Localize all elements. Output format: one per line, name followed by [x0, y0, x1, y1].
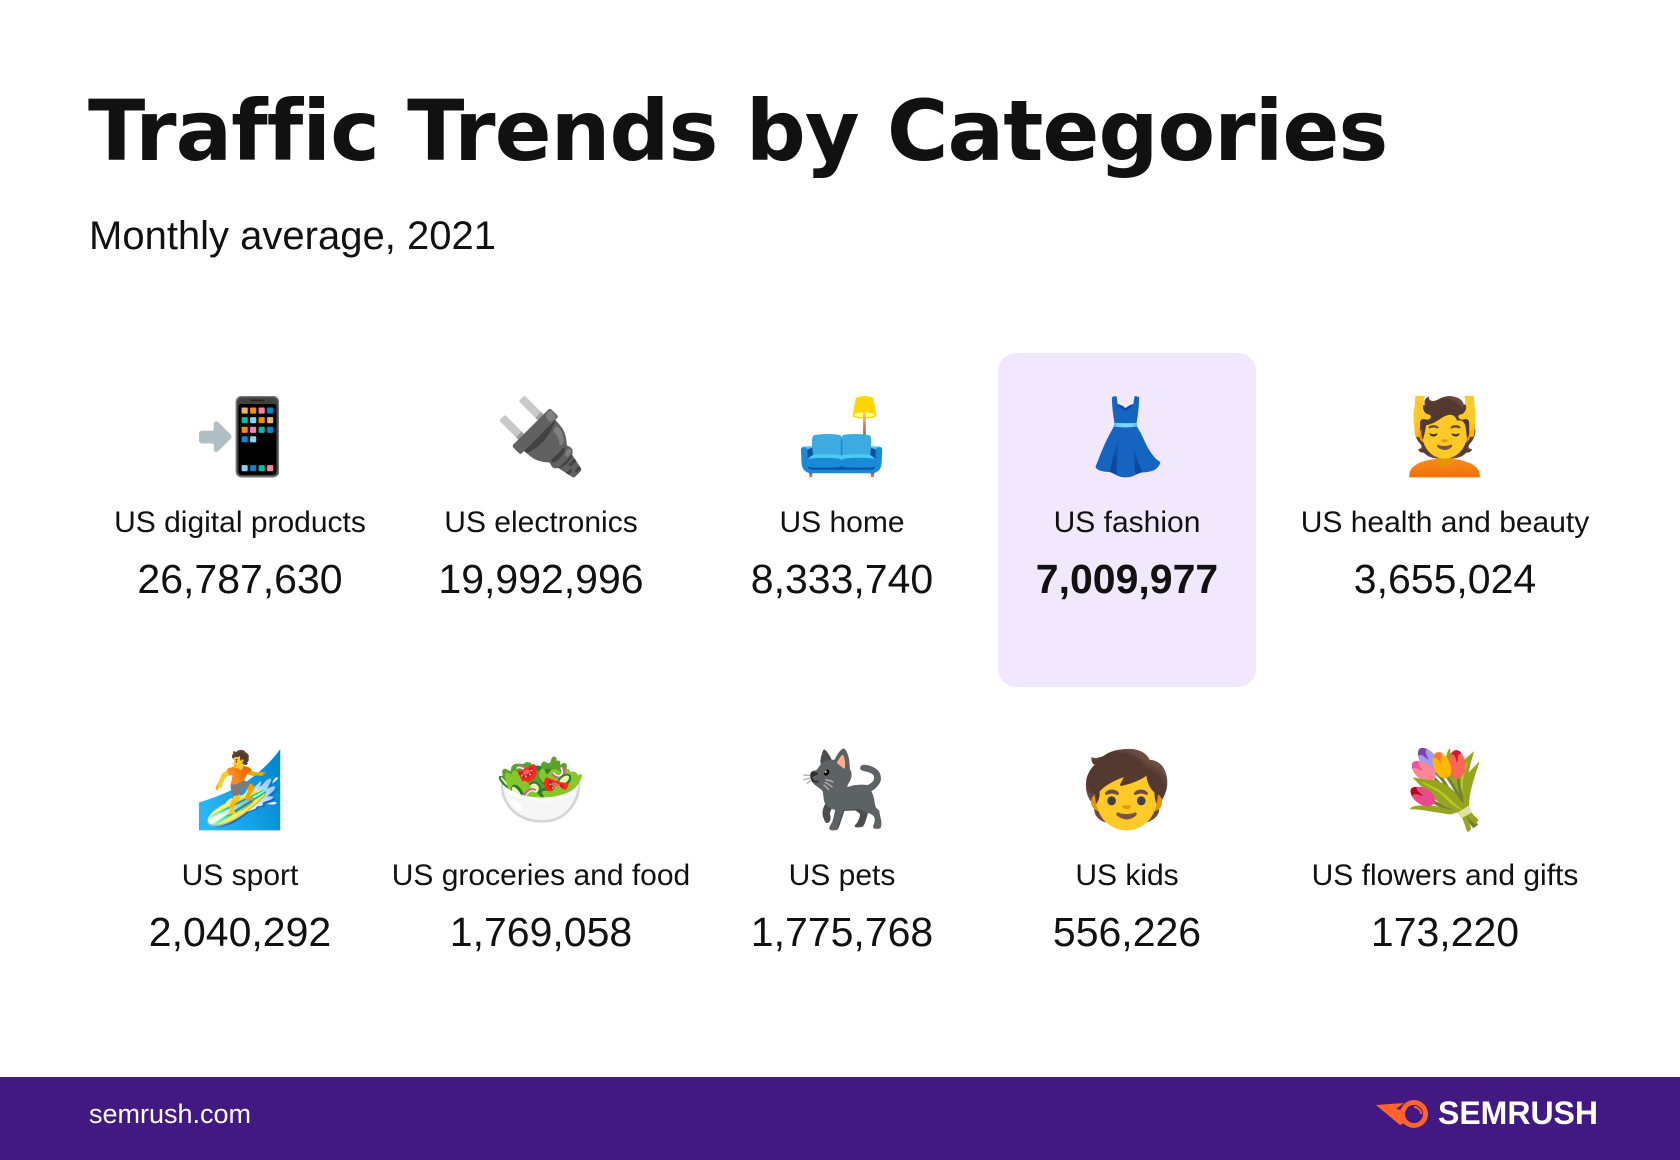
category-value: 7,009,977 [1035, 556, 1219, 602]
highlight-card [998, 353, 1256, 687]
category-value: 1,775,768 [750, 909, 934, 955]
couch-and-lamp-icon: 🛋️ [795, 394, 889, 480]
category-us-digital-products: 📲 US digital products 26,787,630 [80, 392, 400, 603]
black-cat-icon: 🐈‍⬛ [795, 747, 889, 833]
category-value: 8,333,740 [750, 556, 934, 602]
category-us-sport: 🏄 US sport 2,040,292 [80, 745, 400, 956]
category-label: US home [779, 506, 905, 539]
category-value: 1,769,058 [449, 909, 633, 955]
category-us-electronics: 🔌 US electronics 19,992,996 [381, 392, 701, 603]
category-label: US kids [1075, 859, 1179, 892]
category-us-health-and-beauty: 💆 US health and beauty 3,655,024 [1285, 392, 1605, 603]
brand-name: SEMRUSH [1437, 1095, 1598, 1131]
category-value: 26,787,630 [137, 556, 343, 602]
site-url: semrush.com [89, 1099, 252, 1129]
category-us-groceries-and-food: 🥗 US groceries and food 1,769,058 [381, 745, 701, 956]
category-label: US digital products [114, 506, 366, 539]
bouquet-icon: 💐 [1398, 747, 1492, 833]
category-us-home: 🛋️ US home 8,333,740 [682, 392, 1002, 603]
category-us-fashion: 👗 US fashion 7,009,977 [967, 392, 1287, 603]
child-icon: 🧒 [1080, 747, 1174, 833]
category-us-flowers-and-gifts: 💐 US flowers and gifts 173,220 [1285, 745, 1605, 956]
surfer-icon: 🏄 [193, 747, 287, 833]
salad-icon: 🥗 [494, 747, 588, 833]
semrush-fireball-icon [1375, 1099, 1428, 1128]
category-value: 556,226 [1052, 909, 1202, 955]
mobile-phone-arrow-icon: 📲 [193, 394, 287, 480]
page-title: Traffic Trends by Categories [88, 82, 1388, 180]
semrush-logo: SEMRUSH [1374, 1095, 1598, 1132]
category-label: US flowers and gifts [1311, 859, 1579, 892]
footer: semrush.com SEMRUSH [0, 1077, 1680, 1160]
category-value: 3,655,024 [1353, 556, 1537, 602]
category-label: US groceries and food [391, 859, 691, 892]
category-label: US pets [788, 859, 896, 892]
electric-plug-icon: 🔌 [494, 394, 588, 480]
category-label: US health and beauty [1300, 506, 1590, 539]
dress-icon: 👗 [1080, 394, 1174, 480]
person-massage-icon: 💆 [1398, 394, 1492, 480]
page-subtitle: Monthly average, 2021 [89, 214, 496, 258]
category-label: US fashion [1053, 506, 1201, 539]
category-label: US sport [181, 859, 299, 892]
category-value: 173,220 [1370, 909, 1520, 955]
category-us-kids: 🧒 US kids 556,226 [967, 745, 1287, 956]
category-value: 2,040,292 [148, 909, 332, 955]
category-value: 19,992,996 [438, 556, 644, 602]
category-label: US electronics [444, 506, 638, 539]
category-us-pets: 🐈‍⬛ US pets 1,775,768 [682, 745, 1002, 956]
